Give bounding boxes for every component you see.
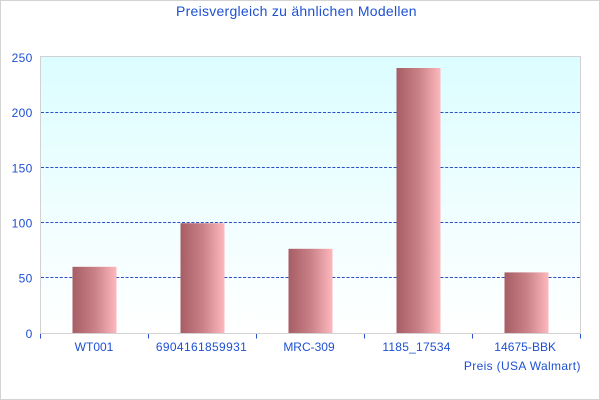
svg-text:MRC-309: MRC-309 xyxy=(283,340,335,354)
svg-text:Preisvergleich zu ähnlichen Mo: Preisvergleich zu ähnlichen Modellen xyxy=(176,3,417,19)
svg-text:Preis (USA Walmart): Preis (USA Walmart) xyxy=(464,359,581,373)
svg-text:100: 100 xyxy=(12,217,33,231)
svg-text:250: 250 xyxy=(12,51,33,65)
svg-text:6904161859931: 6904161859931 xyxy=(156,340,247,354)
svg-text:150: 150 xyxy=(12,161,33,175)
svg-text:14675-BBK: 14675-BBK xyxy=(494,340,556,354)
svg-text:WT001: WT001 xyxy=(75,340,114,354)
svg-text:50: 50 xyxy=(19,272,33,286)
svg-text:1185_17534: 1185_17534 xyxy=(382,340,450,354)
svg-text:0: 0 xyxy=(26,327,33,341)
svg-text:200: 200 xyxy=(12,106,33,120)
